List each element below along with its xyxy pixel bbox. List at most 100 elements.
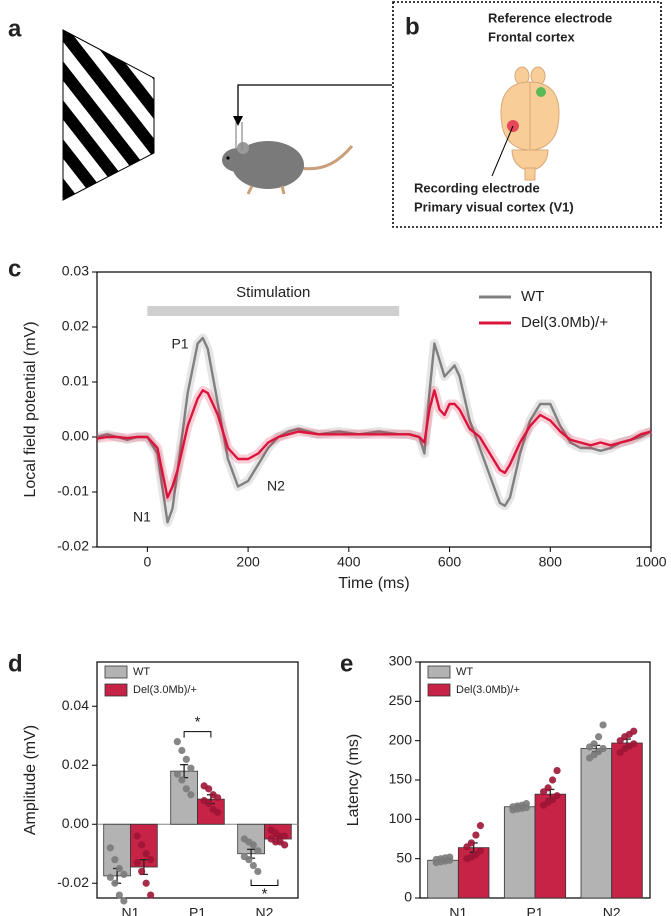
legend-label: Del(3.0Mb)/+: [521, 314, 608, 331]
data-point: [594, 733, 603, 741]
data-point: [178, 776, 186, 784]
y-tick-label: 0.03: [62, 263, 89, 279]
x-tick-label: N2: [256, 905, 274, 916]
legend-label: Del(3.0Mb)/+: [456, 684, 520, 696]
grating-screen: [62, 29, 155, 201]
electrode-label: Recording electrode: [414, 180, 540, 195]
y-axis-title: Latency (ms): [345, 734, 362, 826]
data-point: [249, 841, 257, 849]
data-point: [522, 800, 531, 808]
data-point: [147, 891, 155, 899]
data-point: [147, 856, 155, 864]
y-tick-label: 200: [389, 731, 413, 747]
y-tick-label: 0.04: [62, 697, 89, 713]
data-point: [476, 822, 485, 830]
data-point: [173, 770, 181, 778]
y-tick-label: -0.02: [57, 538, 89, 554]
bar: [427, 859, 459, 899]
legend-swatch: [104, 665, 128, 679]
electrode-label: Frontal cortex: [488, 29, 575, 44]
electrode-label: Reference electrode: [488, 10, 612, 25]
y-tick-label: -0.01: [57, 483, 89, 499]
data-point: [182, 785, 190, 793]
data-point: [182, 755, 190, 763]
significance-bracket: [250, 879, 279, 886]
data-point: [120, 870, 128, 879]
data-point: [553, 766, 561, 775]
panel-label: d: [8, 650, 23, 677]
y-tick-label: 0.02: [62, 318, 89, 334]
data-point: [106, 844, 114, 852]
data-point: [142, 850, 150, 858]
y-tick-label: -0.02: [57, 874, 89, 890]
y-axis-title: Amplitude (mV): [22, 725, 39, 835]
legend-swatch: [104, 683, 128, 697]
y-axis-title: Local field potential (mV): [22, 321, 39, 497]
data-point: [138, 841, 146, 849]
data-point: [187, 764, 195, 772]
data-point: [446, 853, 454, 861]
legend-swatch: [427, 665, 451, 679]
x-tick-label: 200: [236, 554, 260, 570]
legend-label: Del(3.0Mb)/+: [133, 684, 197, 696]
data-point: [254, 847, 262, 855]
data-point: [133, 859, 141, 867]
x-tick-label: N1: [122, 905, 140, 916]
stimulation-label: Stimulation: [236, 284, 310, 301]
data-point: [249, 861, 257, 870]
bar: [534, 793, 567, 899]
legend-label: WT: [133, 666, 150, 678]
y-tick-label: 0.01: [62, 373, 89, 389]
significance-label: *: [262, 885, 268, 902]
data-point: [254, 867, 262, 876]
data-point: [599, 744, 607, 753]
bar: [580, 748, 613, 899]
data-point: [214, 808, 222, 817]
x-tick-label: 800: [539, 554, 563, 570]
plot-frame: [96, 661, 299, 899]
y-tick-label: 300: [389, 653, 413, 669]
data-point: [544, 784, 552, 792]
data-point: [472, 831, 480, 839]
annotation: N1: [133, 509, 151, 525]
data-point: [214, 794, 222, 802]
data-point: [630, 740, 638, 748]
connector-arrow: [237, 84, 392, 118]
data-point: [548, 776, 557, 784]
y-tick-label: 250: [389, 692, 413, 708]
arrow-head: [233, 116, 243, 126]
y-tick-label: 0.00: [62, 815, 89, 831]
data-point: [630, 727, 638, 735]
x-tick-label: 600: [438, 554, 462, 570]
x-tick-label: N1: [449, 905, 467, 916]
y-tick-label: 0.02: [62, 756, 89, 772]
data-point: [599, 721, 607, 729]
x-axis-title: Time (ms): [338, 575, 409, 592]
data-point: [590, 740, 598, 748]
annotation: P1: [171, 336, 188, 352]
data-point: [467, 839, 476, 847]
data-point: [281, 832, 289, 840]
data-point: [205, 785, 213, 793]
data-point: [115, 891, 123, 899]
panel-label: c: [8, 255, 21, 282]
annotation: N2: [267, 478, 285, 494]
y-tick-label: 0.00: [62, 428, 89, 444]
y-tick-label: 100: [389, 810, 413, 826]
significance-label: *: [195, 714, 201, 731]
data-point: [205, 800, 213, 808]
x-tick-label: N2: [603, 905, 621, 916]
data-point: [178, 746, 186, 755]
data-point: [187, 791, 195, 799]
plot-frame: [96, 271, 652, 548]
panel-label: b: [405, 13, 420, 40]
data-point: [106, 873, 114, 881]
data-point: [476, 847, 485, 855]
data-point: [138, 867, 146, 876]
panel-label: a: [8, 15, 22, 42]
data-point: [115, 864, 123, 873]
x-tick-label: P1: [526, 905, 543, 916]
data-point: [245, 856, 253, 864]
significance-bracket: [183, 731, 212, 738]
data-point: [111, 856, 119, 864]
